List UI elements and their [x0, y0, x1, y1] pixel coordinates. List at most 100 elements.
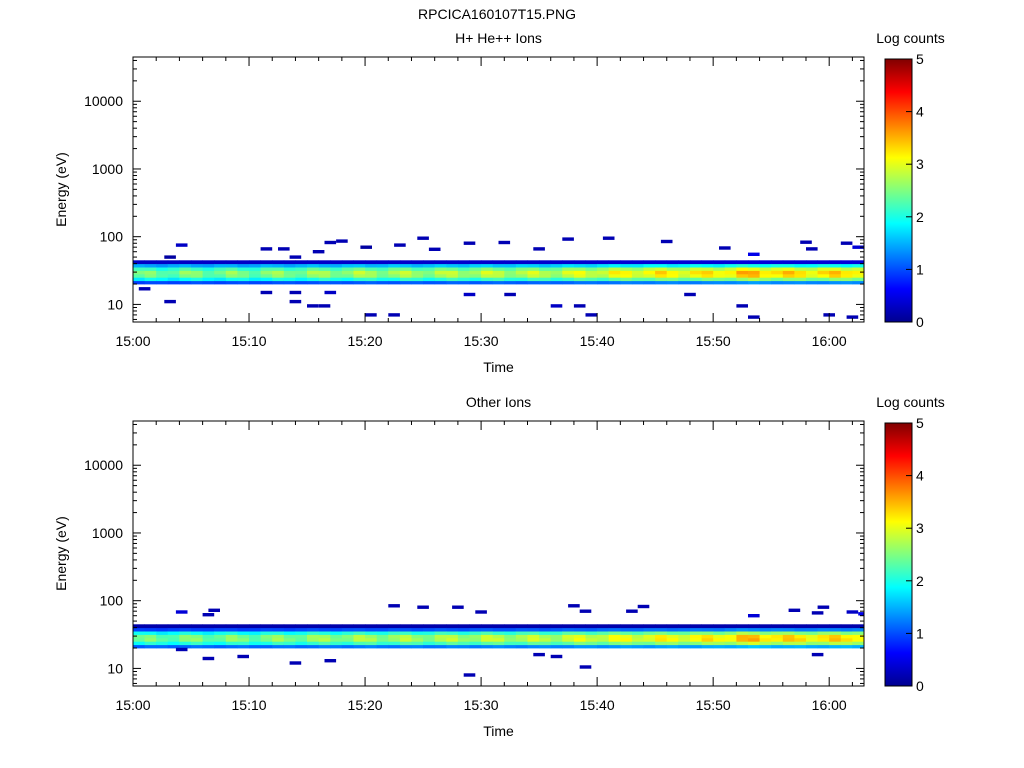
heatmap-cell: [191, 644, 203, 649]
heatmap-cell: [492, 624, 505, 629]
heatmap-cell: [550, 263, 563, 268]
heatmap-cell: [643, 634, 656, 639]
heatmap-cell: [411, 624, 424, 629]
heatmap-cell: [365, 280, 378, 285]
heatmap-cell: [713, 267, 726, 271]
heatmap-cell: [318, 267, 331, 271]
heatmap-cell: [469, 263, 482, 268]
heatmap-cell: [597, 641, 610, 646]
heatmap-cell: [156, 273, 169, 278]
heatmap-cell: [341, 627, 354, 632]
heatmap-cell: [318, 624, 331, 629]
heatmap-cell: [481, 280, 494, 285]
heatmap-cell: [330, 644, 343, 649]
heatmap-cell: [527, 263, 540, 268]
heatmap-cell: [759, 637, 772, 642]
heatmap-cell: [840, 267, 853, 271]
sparse-count-cell: [289, 661, 302, 665]
heatmap-cell: [457, 641, 470, 646]
sparse-count-cell: [164, 299, 176, 304]
y-axis-label: Energy (eV): [53, 152, 69, 227]
heatmap-cell: [782, 267, 795, 271]
heatmap-cell: [341, 644, 354, 649]
heatmap-cell: [840, 624, 853, 629]
x-tick-label: 15:30: [464, 697, 499, 713]
heatmap-cell: [481, 260, 494, 265]
heatmap-cell: [713, 637, 726, 642]
heatmap-cell: [144, 263, 157, 268]
heatmap-cell: [713, 280, 726, 285]
colorbar-tick-label: 3: [916, 156, 924, 172]
heatmap-cell: [399, 627, 412, 632]
heatmap-cell: [469, 634, 482, 639]
sparse-count-cell: [388, 313, 400, 317]
heatmap-cell: [307, 260, 319, 265]
heatmap-cell: [666, 270, 679, 275]
heatmap-cell: [573, 631, 586, 635]
y-axis: 10 100 1000 10000: [84, 59, 864, 320]
heatmap-cell: [330, 273, 343, 278]
heatmap-cell: [179, 263, 192, 268]
heatmap-cell: [179, 631, 192, 635]
heatmap-cell: [782, 641, 795, 646]
heatmap-cell: [225, 280, 238, 285]
heatmap-cell: [446, 627, 459, 632]
heatmap-cell: [817, 624, 830, 629]
x-tick-label: 15:50: [696, 697, 731, 713]
heatmap-cell: [179, 280, 192, 285]
heatmap-cell: [678, 631, 691, 635]
heatmap-cell: [852, 644, 865, 649]
heatmap-cell: [527, 644, 540, 649]
heatmap-cell: [620, 270, 633, 275]
heatmap-cell: [167, 624, 180, 629]
heatmap-cell: [144, 637, 157, 642]
heatmap-cell: [144, 267, 157, 271]
heatmap-cell: [736, 280, 749, 285]
heatmap-cell: [237, 627, 250, 632]
heatmap-cell: [817, 263, 830, 268]
heatmap-cell: [446, 644, 459, 649]
heatmap-cell: [179, 277, 192, 282]
heatmap-cell: [179, 270, 192, 275]
heatmap-cell: [585, 637, 598, 642]
sparse-count-cell: [365, 313, 377, 317]
heatmap-cell: [701, 637, 714, 642]
heatmap-cell: [620, 627, 633, 632]
heatmap-cell: [852, 273, 865, 278]
heatmap-cell: [225, 263, 238, 268]
heatmap-cell: [225, 641, 238, 646]
heatmap-cell: [283, 624, 296, 629]
heatmap-cell: [817, 270, 830, 275]
heatmap-cell: [260, 627, 273, 632]
heatmap-cell: [608, 631, 621, 635]
heatmap-cell: [655, 627, 668, 632]
heatmap-cell: [608, 280, 621, 285]
heatmap-cell: [759, 624, 772, 629]
heatmap-cell: [736, 270, 749, 275]
heatmap-cell: [330, 627, 343, 632]
heatmap-cell: [260, 634, 273, 639]
heatmap-cell: [353, 644, 366, 649]
heatmap-cell: [701, 263, 714, 268]
heatmap-cell: [156, 634, 169, 639]
heatmap-cell: [585, 260, 598, 265]
heatmap-cell: [434, 260, 447, 265]
heatmap-cell: [457, 644, 470, 649]
heatmap-cell: [307, 280, 319, 285]
heatmap-cell: [411, 260, 424, 265]
heatmap-cell: [678, 634, 691, 639]
heatmap-cell: [214, 637, 227, 642]
heatmap-cell: [550, 270, 563, 275]
heatmap-cell: [353, 634, 366, 639]
heatmap-cell: [353, 627, 366, 632]
heatmap-cell: [191, 277, 203, 282]
sparse-count-cell: [533, 247, 545, 251]
heatmap-cell: [504, 624, 517, 629]
heatmap-cell: [260, 631, 273, 635]
heatmap-cell: [701, 280, 714, 285]
heatmap-cell: [655, 273, 668, 278]
heatmap-cell: [643, 631, 656, 635]
y-tick-label: 10: [107, 660, 123, 676]
heatmap-cell: [202, 637, 215, 642]
colorbar: Log counts 0 1 2 3 4 5: [876, 30, 945, 330]
